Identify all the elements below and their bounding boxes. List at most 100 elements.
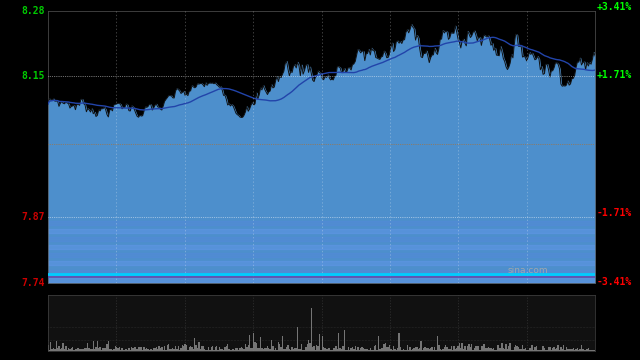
Bar	[125, 348, 127, 351]
Bar	[194, 338, 195, 351]
Bar	[200, 350, 201, 351]
Bar	[168, 344, 170, 351]
Bar	[231, 350, 232, 351]
Bar	[394, 349, 396, 351]
Bar	[410, 347, 411, 351]
Bar	[315, 350, 316, 351]
Bar	[93, 341, 94, 351]
Bar	[67, 350, 68, 351]
Bar	[513, 347, 515, 351]
Bar	[219, 347, 220, 351]
Bar	[189, 347, 190, 351]
Bar	[357, 347, 358, 351]
Bar	[471, 344, 472, 351]
Bar	[129, 350, 131, 351]
Bar	[278, 342, 279, 351]
Bar	[271, 340, 272, 351]
Bar	[556, 348, 557, 351]
Bar	[316, 345, 317, 351]
Bar	[246, 347, 248, 351]
Bar	[211, 347, 212, 351]
Bar	[365, 348, 367, 351]
Bar	[501, 343, 502, 351]
Bar	[512, 350, 513, 351]
Bar	[508, 346, 509, 351]
Bar	[390, 349, 392, 351]
Bar	[485, 348, 486, 351]
Bar	[493, 348, 494, 351]
Bar	[276, 350, 278, 351]
Bar	[549, 347, 550, 351]
Bar	[497, 345, 499, 351]
Bar	[500, 347, 501, 351]
Bar	[465, 350, 467, 351]
Bar	[76, 349, 77, 351]
Bar	[90, 349, 91, 351]
Bar	[72, 347, 74, 351]
Bar	[234, 350, 235, 351]
Bar	[340, 349, 342, 351]
Bar	[574, 350, 575, 351]
Bar	[268, 348, 269, 351]
Bar	[224, 347, 225, 351]
Bar	[212, 346, 213, 351]
Bar	[252, 348, 253, 351]
Bar	[408, 350, 410, 351]
Bar	[272, 346, 274, 351]
Bar	[147, 348, 148, 351]
Bar	[442, 349, 444, 351]
Bar	[417, 349, 419, 351]
Bar	[467, 346, 468, 351]
Bar	[106, 344, 108, 351]
Bar	[135, 347, 136, 351]
Bar	[479, 350, 481, 351]
Bar	[400, 347, 401, 351]
Bar	[577, 348, 578, 351]
Bar	[301, 344, 302, 351]
Text: 7.87: 7.87	[22, 212, 45, 222]
Bar	[415, 347, 416, 351]
Bar	[326, 349, 327, 351]
Bar	[120, 350, 122, 351]
Bar	[504, 349, 506, 351]
Bar	[456, 348, 458, 351]
Bar	[581, 346, 582, 351]
Bar	[61, 348, 63, 351]
Bar	[138, 347, 140, 351]
Bar	[320, 350, 321, 351]
Bar	[584, 350, 585, 351]
Bar	[163, 350, 164, 351]
Bar	[142, 350, 143, 351]
Bar	[94, 349, 95, 351]
Bar	[537, 350, 538, 351]
Bar	[392, 350, 393, 351]
Bar	[346, 350, 348, 351]
Bar	[349, 350, 351, 351]
Bar	[333, 348, 334, 351]
Bar	[440, 349, 441, 351]
Bar	[264, 348, 266, 351]
Bar	[463, 349, 464, 351]
Bar	[370, 348, 371, 351]
Bar	[178, 346, 179, 351]
Bar	[374, 346, 375, 351]
Bar	[475, 346, 477, 351]
Bar	[209, 350, 211, 351]
Bar	[298, 348, 300, 351]
Bar	[166, 346, 168, 351]
Bar	[308, 340, 309, 351]
Bar	[115, 346, 116, 351]
Bar	[488, 347, 489, 351]
Bar	[492, 349, 493, 351]
Bar	[519, 349, 520, 351]
Bar	[593, 350, 595, 351]
Bar	[578, 350, 579, 351]
Bar	[378, 336, 379, 351]
Bar	[401, 350, 403, 351]
Bar	[527, 350, 529, 351]
Bar	[221, 349, 223, 351]
Bar	[567, 350, 568, 351]
Bar	[250, 348, 252, 351]
Bar	[282, 336, 283, 351]
Bar	[261, 348, 262, 351]
